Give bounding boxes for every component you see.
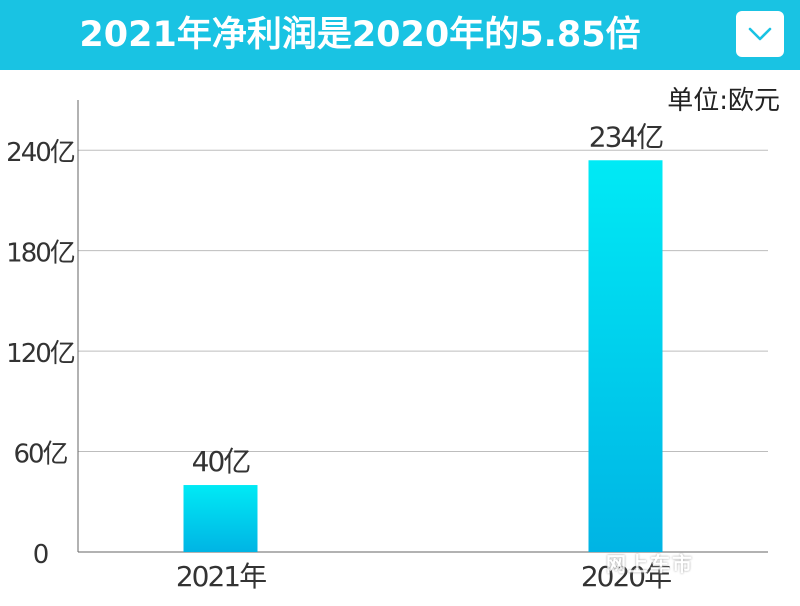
y-tick-label: 120亿: [6, 339, 75, 369]
title-banner: 2021年净利润是2020年的5.85倍: [0, 0, 800, 70]
unit-label: 单位:欧元: [667, 86, 780, 116]
y-tick-label: 60亿: [13, 440, 67, 470]
chart-title: 2021年净利润是2020年的5.85倍: [79, 15, 641, 55]
x-tick-label: 2020年: [581, 560, 671, 593]
bar: [183, 485, 258, 552]
watermark: 网上车市: [606, 552, 694, 576]
y-tick-label: 0: [33, 540, 48, 570]
x-tick-label: 2021年: [176, 560, 266, 593]
data-label: 40亿: [192, 445, 251, 478]
y-tick-label: 240亿: [6, 138, 75, 168]
bar: [588, 160, 663, 552]
expand-button[interactable]: [736, 11, 784, 57]
chevron-down-icon: [748, 27, 772, 41]
y-tick-label: 180亿: [6, 239, 75, 269]
data-label: 234亿: [589, 120, 663, 153]
